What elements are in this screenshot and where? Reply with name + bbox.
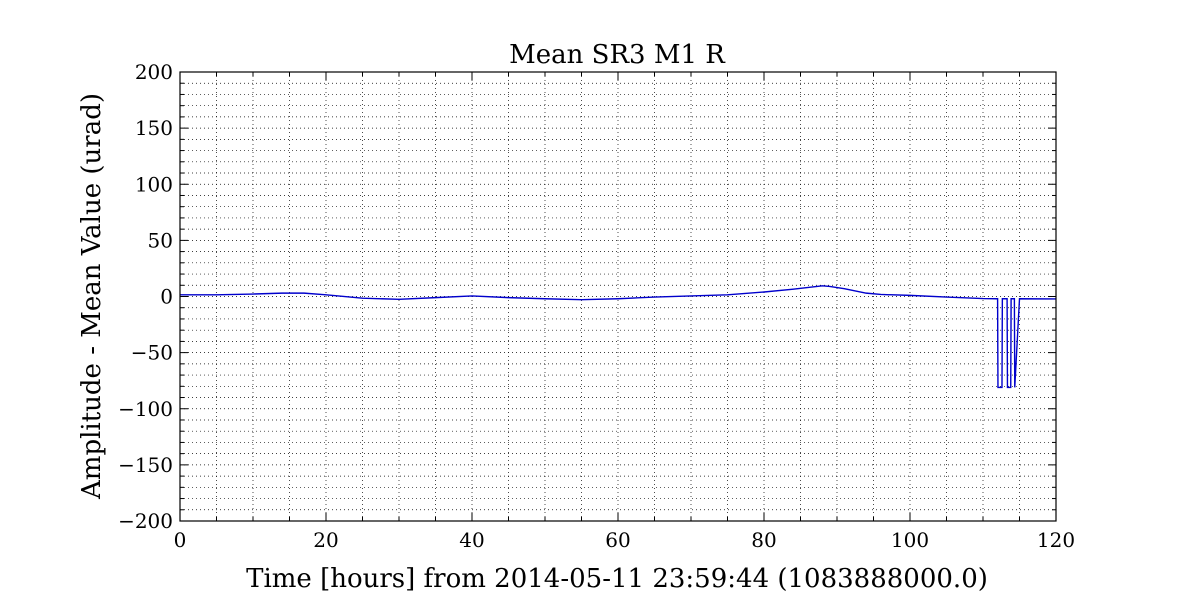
y-tick-label: 200 [135,60,173,84]
y-tick-label: 100 [135,172,173,196]
x-tick-label: 100 [891,528,929,552]
x-tick-label: 80 [751,528,776,552]
ticks [179,71,1057,522]
y-tick-label: 0 [160,285,173,309]
y-tick-label: −200 [118,509,173,533]
y-tick-label: −100 [118,397,173,421]
chart-title: Mean SR3 M1 R [509,40,726,70]
series-line [180,285,1057,389]
x-axis-title: Time [hours] from 2014-05-11 23:59:44 (1… [246,564,988,594]
x-tick-label: 20 [313,528,338,552]
series-layer [180,285,1057,389]
y-tick-label: 150 [135,116,173,140]
y-tick-label: −50 [131,341,173,365]
y-axis-title: Amplitude - Mean Value (urad) [77,93,107,500]
y-tick-label: −150 [118,453,173,477]
x-tick-label: 60 [605,528,630,552]
x-tick-label: 0 [174,528,187,552]
x-tick-label: 120 [1037,528,1075,552]
x-tick-label: 40 [459,528,484,552]
tick-labels: 0 20 40 60 80 100 120 −200 −150 −100 −50 0 50 100 150 2… [118,60,1075,552]
y-tick-label: 50 [148,228,173,252]
